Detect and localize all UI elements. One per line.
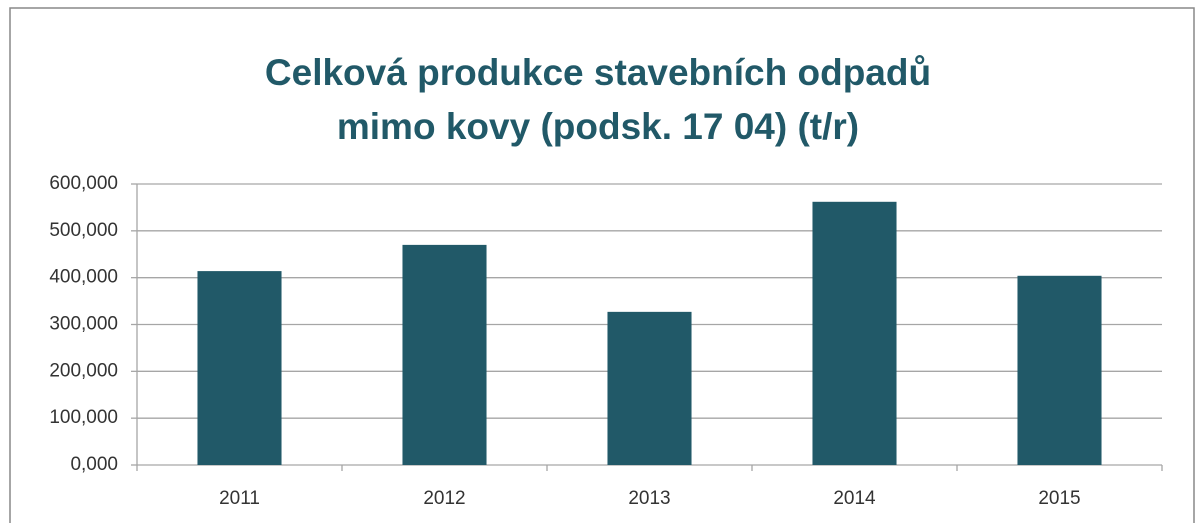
x-tick-label: 2013 (628, 488, 670, 509)
y-tick-label: 500,000 (49, 220, 118, 241)
bar (402, 244, 487, 465)
y-tick-label: 200,000 (49, 360, 118, 381)
y-tick-label: 0,000 (70, 454, 118, 475)
x-tick-label: 2015 (1038, 488, 1080, 509)
bar (1017, 275, 1102, 465)
chart-title: mimo kovy (podsk. 17 04) (t/r) (337, 106, 859, 147)
bar (812, 201, 897, 465)
x-tick-label: 2014 (833, 488, 876, 509)
x-tick-label: 2011 (219, 488, 260, 509)
y-tick-label: 300,000 (49, 314, 118, 335)
y-tick-label: 100,000 (49, 407, 118, 428)
bar (197, 271, 282, 465)
y-tick-label: 400,000 (49, 267, 118, 288)
bar (607, 311, 692, 465)
chart-title: Celková produkce stavebních odpadů (265, 52, 931, 93)
y-tick-label: 600,000 (49, 173, 118, 194)
x-tick-label: 2012 (423, 488, 465, 509)
